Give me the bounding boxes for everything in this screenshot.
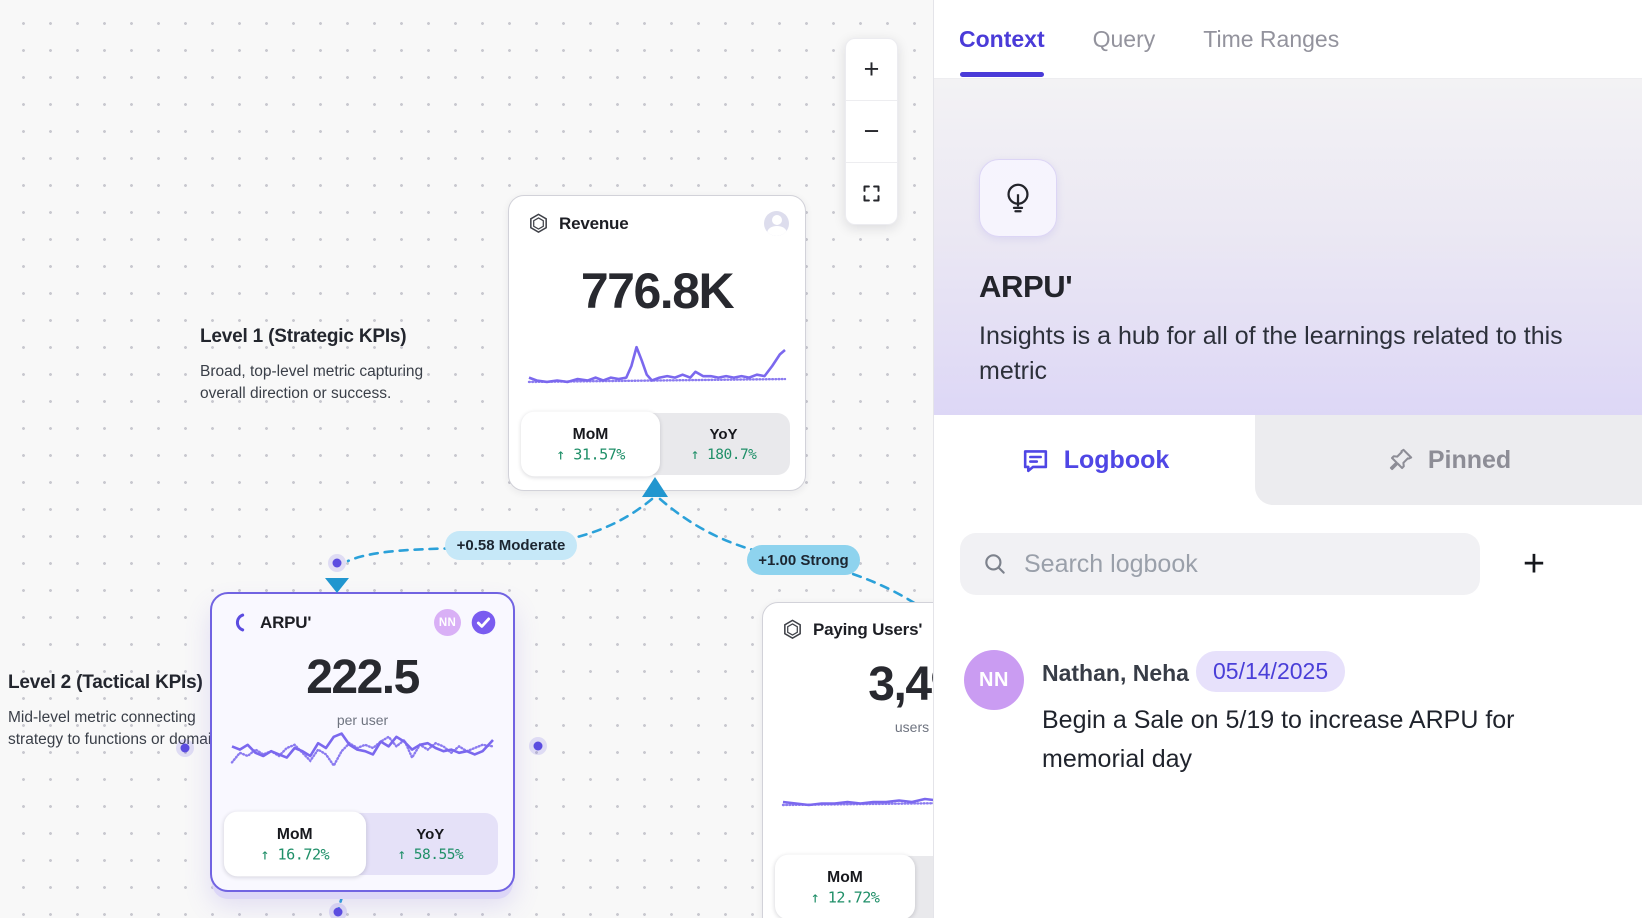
yoy-value: ↑ 58.55% xyxy=(397,846,464,863)
tab-pinned-label: Pinned xyxy=(1427,445,1512,474)
crescent-metric-icon xyxy=(235,613,245,632)
yoy-toggle[interactable]: YoY ↑ 180.7% xyxy=(657,413,790,475)
logbook-comment-icon xyxy=(1023,449,1047,472)
tab-pinned[interactable]: Pinned xyxy=(1255,415,1642,505)
metric-description: Insights is a hub for all of the learnin… xyxy=(979,322,1563,385)
metric-card-arpu[interactable]: ARPU' NN 222.5 per user M xyxy=(210,592,515,892)
yoy-label: YoY xyxy=(416,825,445,843)
card-title: Revenue xyxy=(559,213,629,233)
sparkline-chart xyxy=(232,724,493,788)
zoom-in-button[interactable]: + xyxy=(846,39,897,100)
zoom-out-button[interactable]: − xyxy=(846,100,897,162)
lightbulb-icon xyxy=(1007,183,1029,213)
metric-value: 776.8K xyxy=(580,263,735,319)
tab-logbook[interactable]: Logbook xyxy=(934,415,1255,505)
logbook-search-row: + xyxy=(934,533,1642,595)
mom-toggle[interactable]: MoM ↑ 16.72% xyxy=(223,811,366,877)
logbook-search-box[interactable] xyxy=(960,533,1480,595)
entry-author: Nathan, Neha xyxy=(1042,660,1189,686)
correlation-label-strong-text: +1.00 Strong xyxy=(758,551,849,569)
tab-context[interactable]: Context xyxy=(959,25,1045,77)
change-toggle-group: MoM ↑ 16.72% YoY ↑ 58.55% xyxy=(223,811,499,877)
owner-avatar-icon[interactable] xyxy=(764,211,789,236)
card-title: ARPU' xyxy=(260,612,312,632)
entry-note-text: Begin a Sale on 5/19 to increase ARPU fo… xyxy=(1042,706,1515,773)
fit-view-icon xyxy=(863,185,880,202)
entry-date-badge: 05/14/2025 xyxy=(1196,651,1346,692)
metric-unit: users xyxy=(894,719,930,735)
mom-label: MoM xyxy=(276,824,313,843)
level-2-title: Level 2 (Tactical KPIs) xyxy=(8,672,203,693)
metric-unit: per user xyxy=(336,712,389,728)
metric-card-revenue[interactable]: Revenue 776.8K MoM ↑ 31.57% YoY xyxy=(508,195,806,491)
logbook-pinned-tabs: Logbook Pinned xyxy=(934,415,1642,505)
change-toggle-group: MoM ↑ 31.57% YoY ↑ 180.7% xyxy=(521,411,790,477)
tab-time-ranges[interactable]: Time Ranges xyxy=(1203,25,1340,52)
mom-label: MoM xyxy=(572,424,609,443)
search-logbook-input[interactable] xyxy=(1024,549,1444,579)
correlation-label-moderate[interactable]: +0.58 Moderate xyxy=(445,531,577,560)
level-1-description: Broad, top-level metric capturing overal… xyxy=(200,363,424,402)
metric-tree-canvas[interactable]: Level 1 (Strategic KPIs) Broad, top-leve… xyxy=(0,0,1062,918)
yoy-label: YoY xyxy=(709,425,738,443)
arrowhead-into-arpu xyxy=(325,578,349,593)
author-avatar: NN xyxy=(964,650,1024,710)
context-side-panel: Context Query Time Ranges ARPU' Insights… xyxy=(933,0,1642,918)
add-logbook-entry-button[interactable]: + xyxy=(1509,535,1559,593)
tab-logbook-label: Logbook xyxy=(1063,445,1170,474)
insights-icon-tile xyxy=(979,159,1057,237)
yoy-value: ↑ 180.7% xyxy=(690,446,757,463)
edge-arpu-down xyxy=(336,892,345,915)
pin-icon xyxy=(1389,448,1412,470)
level-2-annotation: Level 2 (Tactical KPIs) Mid-level metric… xyxy=(8,672,258,751)
tab-query[interactable]: Query xyxy=(1092,25,1156,52)
level-1-annotation: Level 1 (Strategic KPIs) Broad, top-leve… xyxy=(200,326,460,405)
level-2-description: Mid-level metric connecting strategy to … xyxy=(8,709,233,748)
canvas-zoom-toolbar: + − xyxy=(845,38,898,225)
sparkline-chart xyxy=(529,337,785,395)
mom-toggle[interactable]: MoM ↑ 31.57% xyxy=(521,411,660,477)
yoy-toggle[interactable]: YoY ↑ 58.55% xyxy=(363,813,499,875)
panel-tab-bar: Context Query Time Ranges xyxy=(934,0,1642,79)
mom-label: MoM xyxy=(827,867,863,886)
metric-value: 222.5 xyxy=(306,651,420,704)
metric-context-header: ARPU' Insights is a hub for all of the l… xyxy=(934,79,1642,415)
search-icon xyxy=(985,554,1005,574)
connector-dot[interactable] xyxy=(329,903,347,918)
fit-view-button[interactable] xyxy=(846,162,897,224)
verified-check-icon[interactable] xyxy=(470,609,497,636)
mom-value: ↑ 12.72% xyxy=(810,889,880,907)
hexagon-metric-icon xyxy=(784,619,801,640)
mom-value: ↑ 31.57% xyxy=(556,446,625,464)
card-title: Paying Users' xyxy=(813,619,923,639)
level-1-title: Level 1 (Strategic KPIs) xyxy=(200,326,407,347)
mom-value: ↑ 16.72% xyxy=(260,846,330,864)
connector-dot[interactable] xyxy=(529,737,547,755)
correlation-label-moderate-text: +0.58 Moderate xyxy=(456,537,566,554)
correlation-label-strong[interactable]: +1.00 Strong xyxy=(747,545,860,575)
logbook-entry[interactable]: NN Nathan, Neha 05/14/2025 Begin a Sale … xyxy=(934,645,1642,815)
hexagon-metric-icon xyxy=(530,213,547,234)
metric-title: ARPU' xyxy=(979,269,1073,304)
assignee-badge[interactable]: NN xyxy=(434,609,461,636)
mom-toggle[interactable]: MoM ↑ 12.72% xyxy=(774,854,916,918)
connector-dot[interactable] xyxy=(328,554,346,572)
